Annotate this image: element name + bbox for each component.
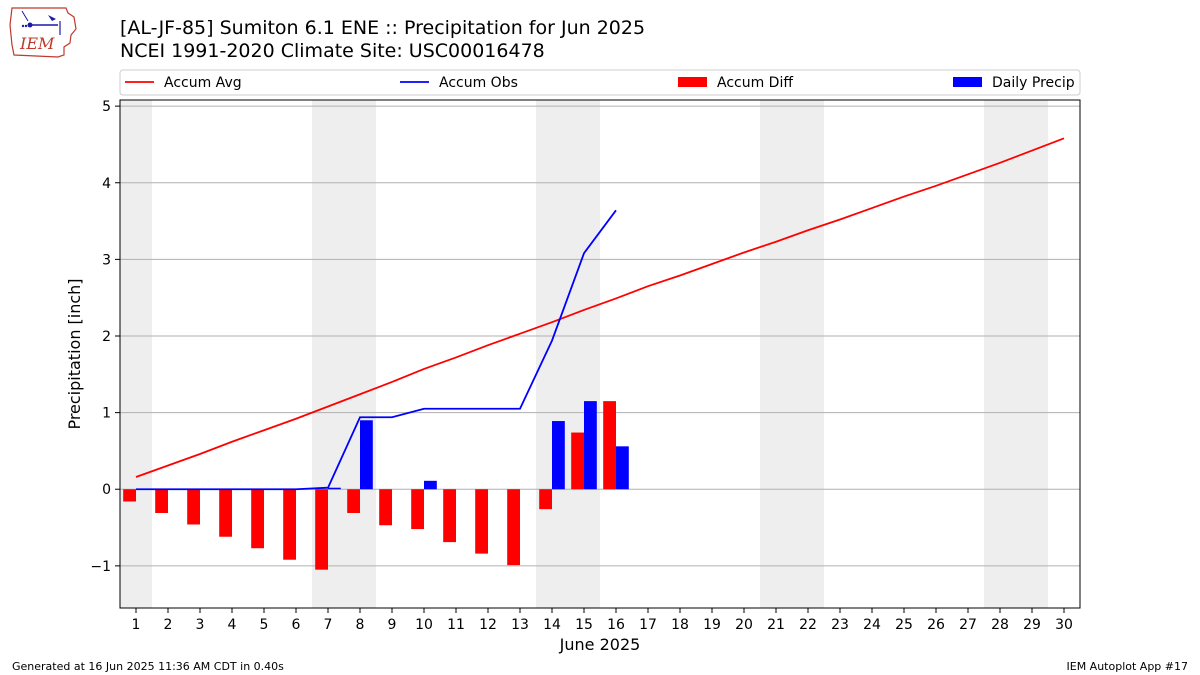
accum-diff-bar <box>123 489 136 502</box>
accum-diff-bar <box>571 432 584 490</box>
x-tick-label: 5 <box>260 617 269 633</box>
x-tick-label: 2 <box>164 617 173 633</box>
x-tick-label: 30 <box>1055 617 1073 633</box>
logo-text: IEM <box>19 34 55 53</box>
x-tick-label: 19 <box>703 617 721 633</box>
accum-diff-bar <box>603 401 616 490</box>
legend-box <box>119 69 1081 96</box>
footer-generated-text: Generated at 16 Jun 2025 11:36 AM CDT in… <box>12 660 284 673</box>
x-tick-label: 14 <box>543 617 561 633</box>
accum-diff-bar <box>507 489 520 566</box>
iem-logo: IEM <box>9 7 77 58</box>
x-tick-label: 16 <box>607 617 625 633</box>
accum-diff-bar <box>443 489 456 543</box>
x-tick-label: 15 <box>575 617 593 633</box>
y-tick-label: 3 <box>102 252 111 268</box>
daily-precip-bar <box>552 421 565 490</box>
y-axis-label: Precipitation [inch] <box>65 278 84 429</box>
x-tick-label: 29 <box>1023 617 1041 633</box>
x-tick-label: 1 <box>132 617 141 633</box>
accum-diff-bar <box>219 489 232 537</box>
y-tick-label: 5 <box>102 99 111 115</box>
legend-daily-precip-label: Daily Precip <box>992 75 1075 91</box>
y-tick-label: 1 <box>102 406 111 422</box>
x-tick-label: 23 <box>831 617 849 633</box>
accum-diff-bar <box>251 489 264 549</box>
chart-title: [AL-JF-85] Sumiton 6.1 ENE :: Precipitat… <box>120 17 646 39</box>
legend-daily-precip-swatch <box>953 77 982 87</box>
legend-accum-obs-label: Accum Obs <box>439 75 518 91</box>
x-tick-label: 10 <box>415 617 433 633</box>
x-tick-label: 17 <box>639 617 657 633</box>
daily-precip-bar <box>424 480 437 490</box>
x-tick-label: 21 <box>767 617 785 633</box>
y-tick-label: 0 <box>102 482 111 498</box>
accum-avg-line <box>135 137 1065 478</box>
plot-frame <box>119 99 1081 609</box>
legend: Accum Avg Accum Obs Accum Diff Daily Precip <box>119 69 1081 96</box>
footer-app-label: IEM Autoplot App #17 <box>1066 660 1189 673</box>
y-tick-label: 4 <box>102 176 111 192</box>
x-tick-label: 27 <box>959 617 977 633</box>
legend-accum-diff-label: Accum Diff <box>717 75 793 91</box>
x-tick-label: 13 <box>511 617 529 633</box>
accum-diff-bar <box>283 489 296 560</box>
accum-diff-bar <box>411 489 424 530</box>
chart-subtitle: NCEI 1991-2020 Climate Site: USC00016478 <box>120 40 545 62</box>
accum-obs-line <box>136 209 617 491</box>
x-tick-label: 18 <box>671 617 689 633</box>
x-tick-label: 12 <box>479 617 497 633</box>
x-tick-label: 6 <box>292 617 301 633</box>
x-tick-label: 20 <box>735 617 753 633</box>
x-tick-label: 25 <box>895 617 913 633</box>
accum-diff-bar <box>315 489 328 570</box>
accum-diff-bar <box>187 489 200 525</box>
x-tick-label: 24 <box>863 617 881 633</box>
x-tick-label: 4 <box>228 617 237 633</box>
daily-precip-bar <box>328 487 341 490</box>
y-tick-label: −1 <box>90 559 111 575</box>
daily-precip-bar <box>584 401 597 490</box>
x-tick-label: 11 <box>447 617 465 633</box>
daily-precip-bar <box>616 446 629 490</box>
x-tick-label: 3 <box>196 617 205 633</box>
x-tick-label: 28 <box>991 617 1009 633</box>
accum-diff-bar <box>155 489 168 513</box>
x-tick-label: 8 <box>356 617 365 633</box>
weekend-band <box>984 100 1048 608</box>
x-tick-label: 7 <box>324 617 333 633</box>
x-axis-label: June 2025 <box>559 635 641 654</box>
legend-accum-avg-label: Accum Avg <box>164 75 242 91</box>
accum-diff-bar <box>347 489 360 513</box>
x-tick-label: 22 <box>799 617 817 633</box>
daily-precip-bar <box>360 420 373 490</box>
accum-diff-bar <box>475 489 488 554</box>
weekend-band <box>120 100 152 608</box>
x-tick-label: 26 <box>927 617 945 633</box>
x-tick-label: 9 <box>388 617 397 633</box>
accum-diff-bar <box>379 489 392 526</box>
accum-diff-bar <box>539 489 552 510</box>
weekend-band <box>760 100 824 608</box>
y-tick-label: 2 <box>102 329 111 345</box>
legend-accum-diff-swatch <box>678 77 707 87</box>
